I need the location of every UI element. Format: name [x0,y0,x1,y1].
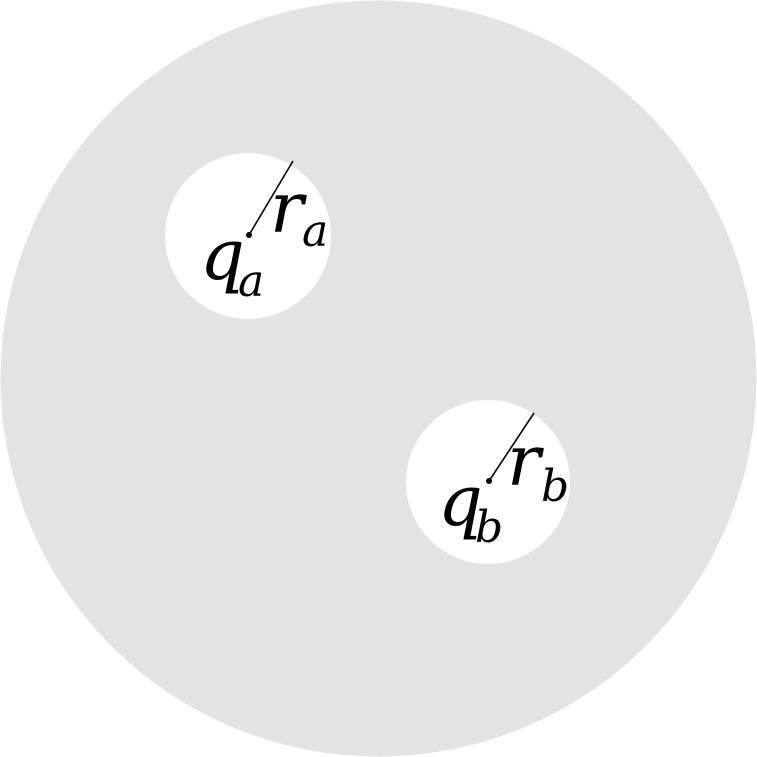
cavity-b-radius-letter: r [507,420,544,502]
cavity-b-charge-subscript: b [475,502,503,553]
cavity-a-radius-label: ra [270,167,328,257]
cavity-a-charge-label: qa [200,214,264,307]
cavity-a-radius-line [248,160,294,236]
cavity-b: rb qb [406,400,570,564]
cavity-b-charge-label: qb [438,460,503,553]
cavity-b-radius-line [488,412,535,482]
cavity-b-radius-label: rb [507,420,569,512]
cavity-a-charge-subscript: a [238,256,264,307]
cavity-a-radius-letter: r [270,167,307,249]
cavity-a-charge-letter: q [200,214,245,296]
cavity-b-charge-dot [486,478,492,484]
cavity-a-charge-dot [246,232,252,238]
cavity-b-radius-subscript: b [541,461,569,512]
cavity-b-charge-letter: q [438,460,483,542]
cavity-a-radius-subscript: a [302,206,328,257]
cavity-a: ra qa [165,153,331,319]
